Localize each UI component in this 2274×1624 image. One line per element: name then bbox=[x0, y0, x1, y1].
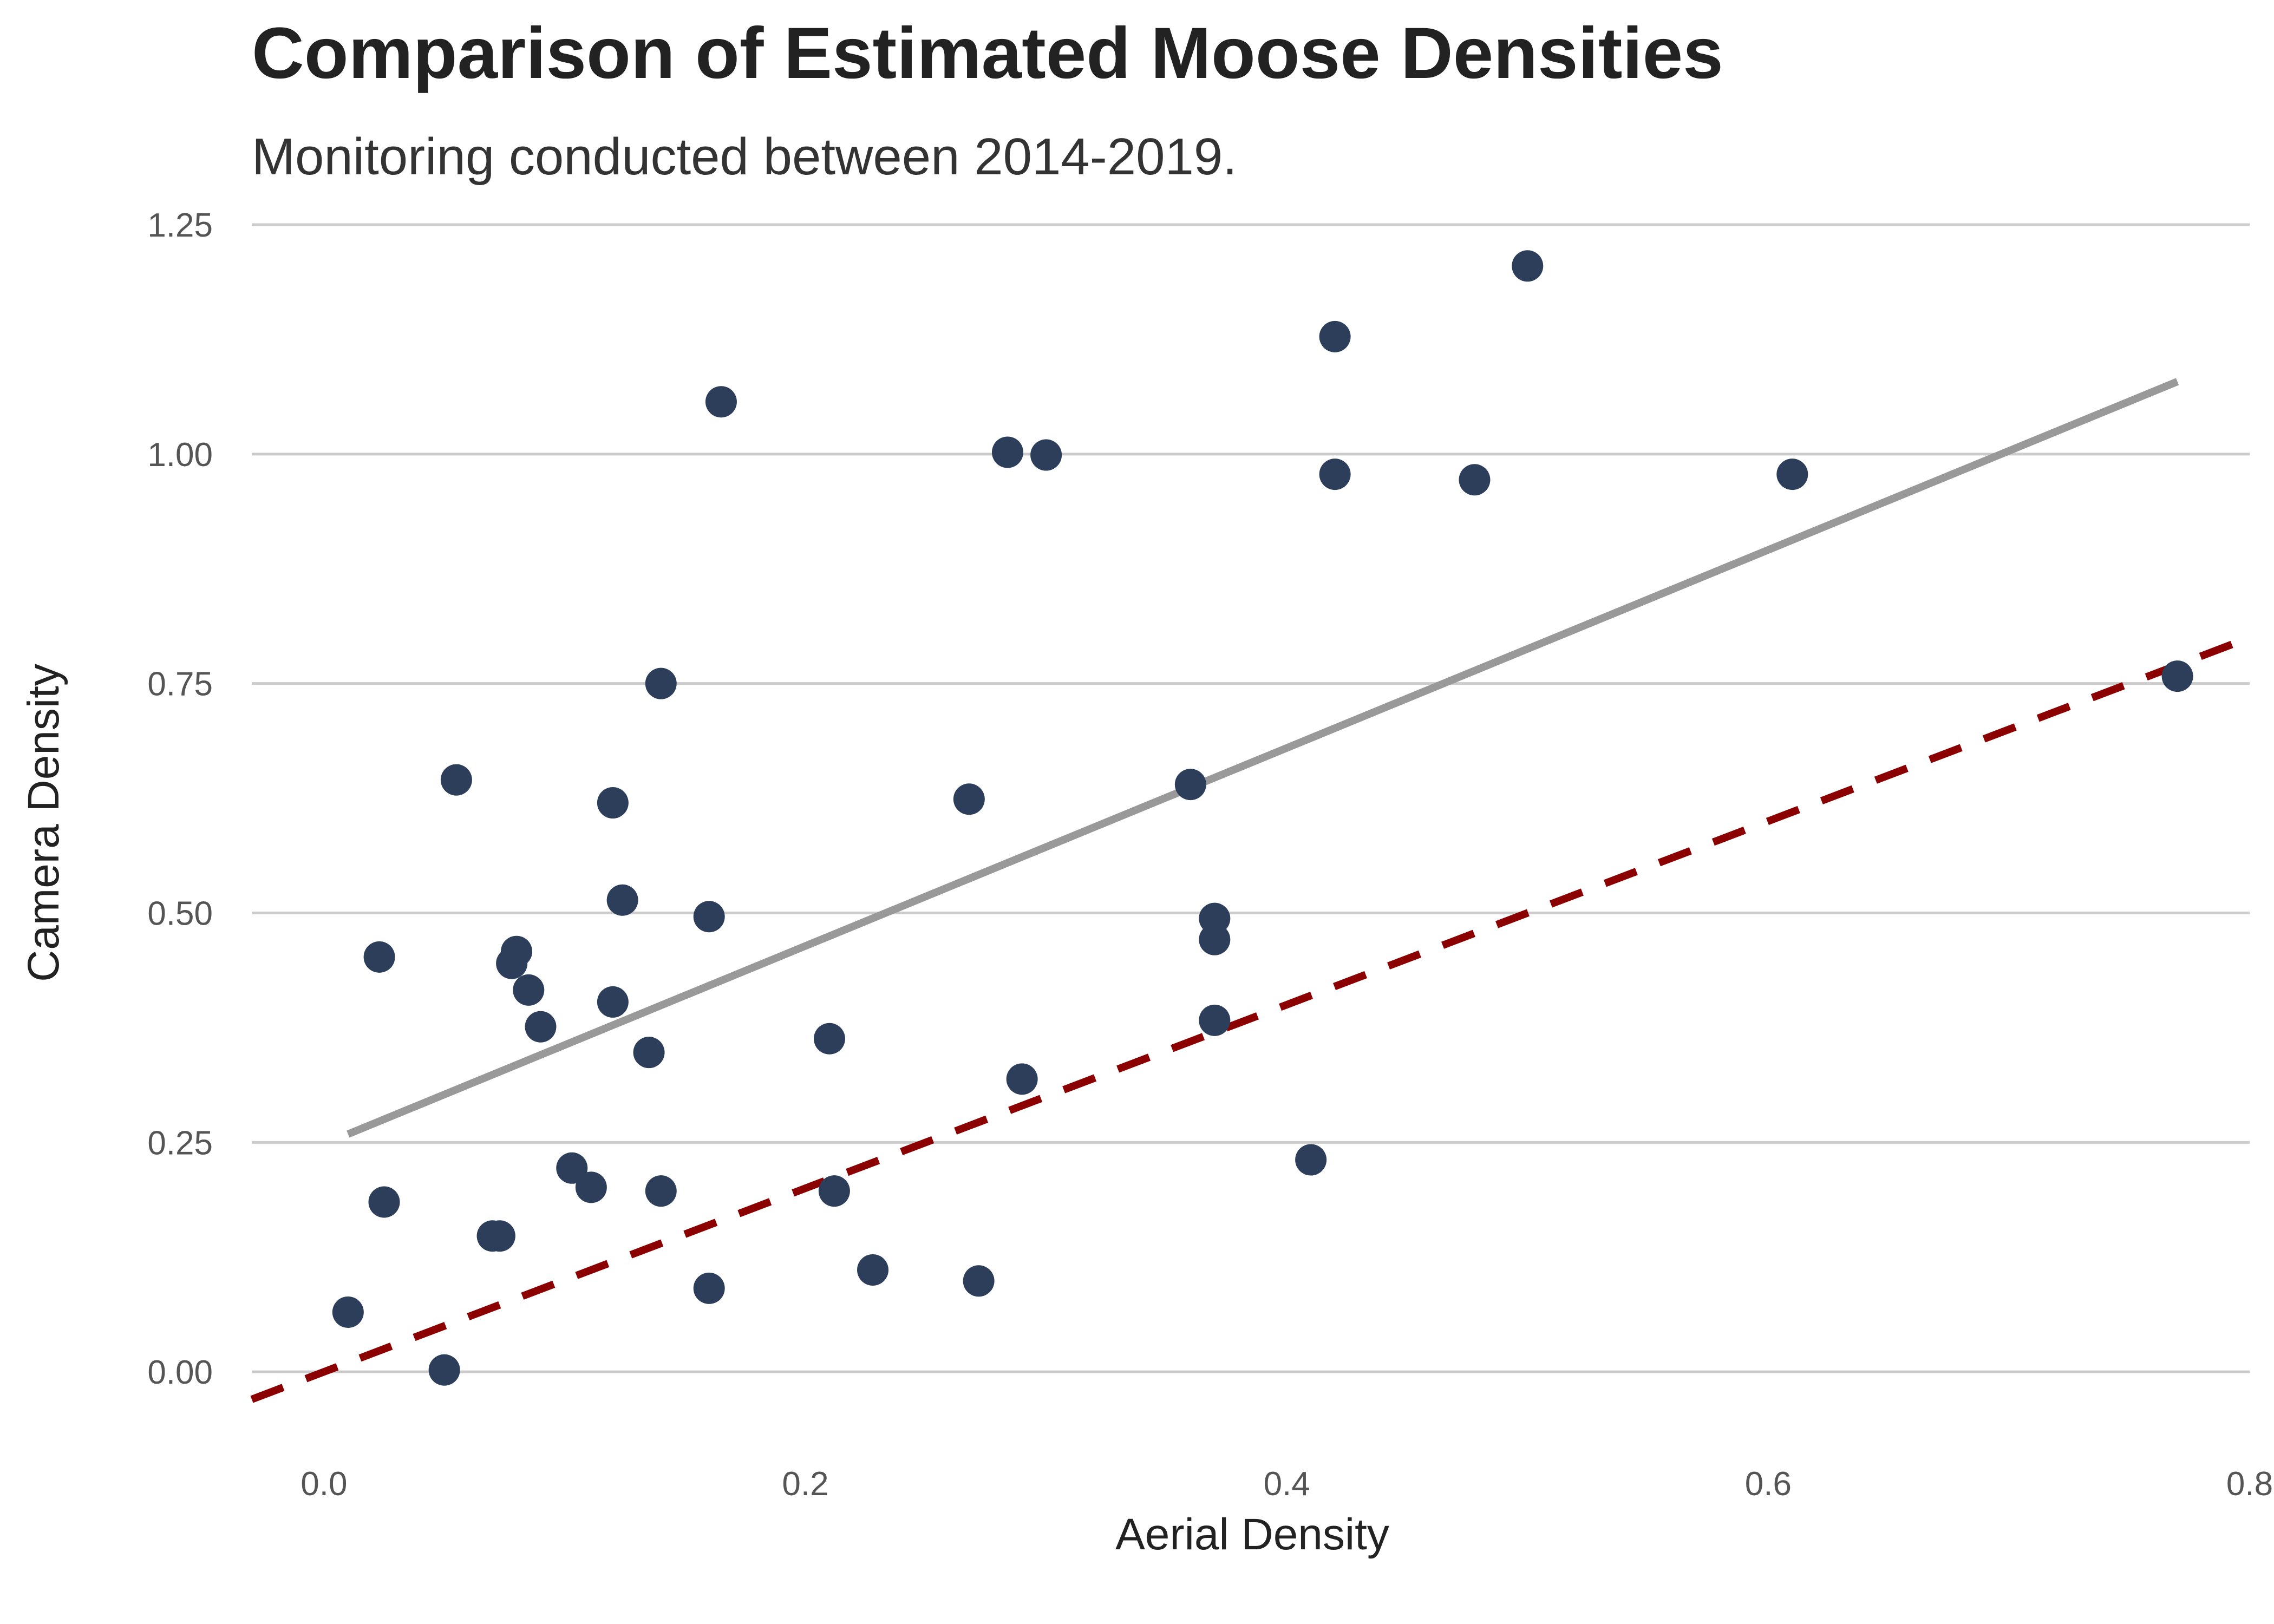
data-point bbox=[1776, 459, 1808, 490]
data-point bbox=[1199, 924, 1231, 955]
y-tick-label: 0.75 bbox=[147, 666, 213, 703]
data-point bbox=[501, 935, 533, 967]
data-point bbox=[2161, 660, 2193, 692]
x-axis-ticks: 0.0 0.2 0.4 0.6 0.8 bbox=[300, 1465, 2273, 1503]
data-point bbox=[428, 1354, 460, 1386]
y-tick-label: 1.25 bbox=[147, 207, 213, 244]
data-point bbox=[1512, 250, 1544, 282]
data-point bbox=[556, 1152, 588, 1184]
data-point bbox=[693, 1272, 725, 1304]
x-axis-title: Aerial Density bbox=[1115, 1510, 1389, 1559]
regression-line bbox=[347, 378, 2179, 1138]
grid-lines bbox=[252, 223, 2250, 1373]
data-point bbox=[332, 1296, 364, 1328]
x-tick-label: 0.2 bbox=[782, 1465, 828, 1503]
identity-line bbox=[250, 634, 2251, 1403]
y-tick-label: 1.00 bbox=[147, 436, 213, 474]
reference-lines bbox=[250, 378, 2251, 1403]
data-point bbox=[606, 884, 638, 916]
data-point bbox=[991, 436, 1023, 468]
y-axis-title: Camera Density bbox=[19, 664, 68, 982]
data-point bbox=[705, 386, 737, 418]
data-point bbox=[1319, 459, 1351, 490]
x-tick-label: 0.6 bbox=[1745, 1465, 1792, 1503]
data-point bbox=[363, 941, 395, 973]
data-point bbox=[1006, 1063, 1038, 1095]
x-tick-label: 0.4 bbox=[1264, 1465, 1310, 1503]
data-point bbox=[963, 1265, 995, 1297]
chart-title: Comparison of Estimated Moose Densities bbox=[252, 13, 1723, 94]
data-point bbox=[368, 1186, 400, 1218]
data-point bbox=[1459, 464, 1491, 496]
data-point bbox=[513, 974, 545, 1006]
data-point bbox=[645, 667, 677, 699]
data-point bbox=[693, 901, 725, 933]
chart-subtitle: Monitoring conducted between 2014-2019. bbox=[252, 128, 1237, 186]
data-point bbox=[575, 1171, 607, 1203]
data-point bbox=[857, 1254, 889, 1286]
data-point bbox=[597, 787, 629, 819]
data-point bbox=[1174, 769, 1206, 801]
y-tick-label: 0.50 bbox=[147, 895, 213, 932]
data-point bbox=[1199, 1004, 1231, 1036]
data-point bbox=[1295, 1144, 1327, 1176]
data-point bbox=[483, 1220, 515, 1252]
data-point bbox=[953, 783, 985, 815]
data-point bbox=[440, 764, 472, 796]
x-tick-label: 0.0 bbox=[300, 1465, 347, 1503]
data-point bbox=[645, 1175, 677, 1207]
data-point bbox=[597, 986, 629, 1018]
data-point bbox=[1319, 320, 1351, 352]
data-point bbox=[1030, 439, 1062, 471]
y-axis-ticks: 0.00 0.25 0.50 0.75 1.00 1.25 bbox=[147, 207, 213, 1391]
data-point bbox=[813, 1023, 845, 1055]
data-point bbox=[525, 1011, 557, 1043]
y-tick-label: 0.25 bbox=[147, 1124, 213, 1162]
x-tick-label: 0.8 bbox=[2226, 1465, 2273, 1503]
data-points bbox=[332, 250, 2193, 1386]
data-point bbox=[818, 1175, 850, 1207]
y-tick-label: 0.00 bbox=[147, 1354, 213, 1391]
data-point bbox=[633, 1037, 665, 1069]
